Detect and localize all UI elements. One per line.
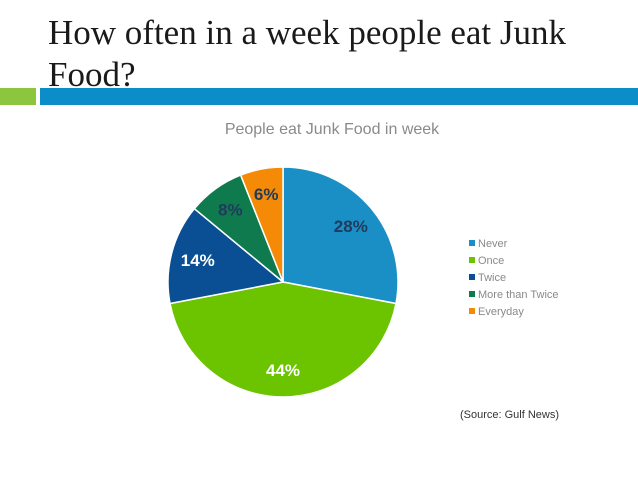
chart-legend: Never Once Twice More than Twice Everyday (469, 238, 559, 318)
legend-swatch-once (469, 257, 475, 263)
pie-slice-never (282, 166, 399, 305)
pie-slices (167, 166, 399, 398)
chart-title: People eat Junk Food in week (225, 121, 440, 138)
legend-label-never: Never (478, 238, 508, 250)
pie-slice-twice (167, 207, 285, 305)
legend-label-once: Once (478, 255, 504, 267)
slice-label-twice: 14% (181, 251, 215, 270)
slice-label-once: 44% (266, 361, 300, 380)
pie-slice-labels: 28% 44% 14% 8% 6% (181, 185, 368, 380)
source-note: (Source: Gulf News) (460, 409, 560, 421)
legend-swatch-twice (469, 274, 475, 280)
slide-title: How often in a week people eat Junk Food… (48, 13, 567, 94)
legend-swatch-never (469, 240, 475, 246)
slice-label-never: 28% (334, 217, 368, 236)
slice-label-more-than-twice: 8% (218, 200, 243, 219)
legend-swatch-everyday (469, 308, 475, 314)
pie-slice-everyday (239, 166, 284, 283)
accent-bar-green (0, 88, 36, 105)
pie-slice-once (169, 281, 397, 398)
legend-label-twice: Twice (478, 272, 506, 284)
slice-label-everyday: 6% (254, 185, 279, 204)
legend-swatch-more-than-twice (469, 291, 475, 297)
legend-label-more-than-twice: More than Twice (478, 289, 559, 301)
legend-label-everyday: Everyday (478, 306, 524, 318)
accent-bar-blue (40, 88, 638, 105)
